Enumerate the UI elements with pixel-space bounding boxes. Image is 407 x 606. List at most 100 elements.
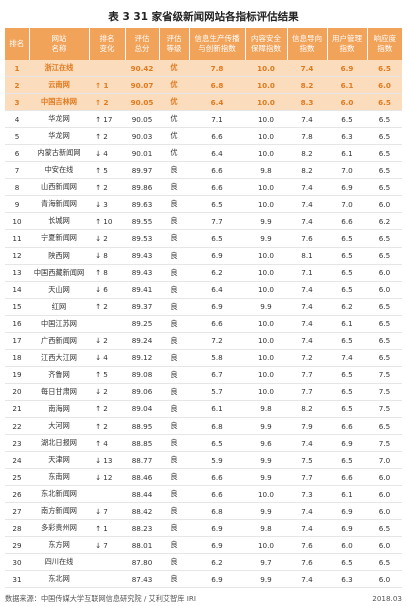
cell-info: 7.2 [189, 332, 245, 350]
table-body: 1 浙江在线 90.42 优 7.8 10.0 7.4 6.9 6.5 2 云南网 ↑ 1 90.07 优… [5, 60, 402, 589]
cell-guide: 7.7 [287, 383, 327, 401]
cell-rank: 26 [5, 485, 29, 504]
table-row: 12 陕西网 ↓ 8 89.43 良 6.9 10.0 8.1 6.5 6.5 [5, 247, 402, 265]
table-row: 22 大河网 ↑ 2 88.95 良 6.8 9.9 7.9 6.6 6.5 [5, 417, 402, 436]
cell-resp: 6.5 [367, 315, 402, 333]
cell-info: 6.1 [189, 400, 245, 418]
cell-user: 7.4 [327, 349, 367, 367]
cell-guide: 7.4 [287, 60, 327, 78]
cell-name: 天山网 [29, 281, 89, 299]
cell-guide: 7.6 [287, 553, 327, 572]
cell-rank: 2 [5, 76, 29, 95]
cell-resp: 6.0 [367, 195, 402, 214]
table-row: 28 多彩贵州网 ↑ 1 88.23 良 6.9 9.8 7.4 6.9 6.5 [5, 519, 402, 538]
cell-guide: 7.4 [287, 519, 327, 538]
cell-safety: 10.0 [245, 281, 287, 299]
cell-rank: 22 [5, 417, 29, 436]
cell-info: 6.6 [189, 178, 245, 197]
cell-score: 88.44 [125, 485, 159, 504]
cell-resp: 6.5 [367, 349, 402, 367]
cell-name: 华龙网 [29, 110, 89, 129]
cell-rank: 29 [5, 536, 29, 555]
cell-change: ↓ 13 [89, 451, 125, 470]
cell-score: 90.03 [125, 127, 159, 146]
cell-score: 88.46 [125, 468, 159, 487]
cell-resp: 6.5 [367, 178, 402, 197]
header-line1: 响应度 [373, 34, 397, 43]
cell-guide: 7.2 [287, 349, 327, 367]
cell-grade: 良 [159, 366, 189, 384]
cell-grade: 良 [159, 229, 189, 248]
cell-name: 山西新闻网 [29, 178, 89, 197]
table-row: 8 山西新闻网 ↑ 2 89.86 良 6.6 10.0 7.4 6.9 6.5 [5, 178, 402, 197]
header-name: 网站 名称 [29, 28, 90, 60]
cell-rank: 9 [5, 195, 29, 214]
cell-guide: 7.1 [287, 264, 327, 282]
cell-name: 南方新闻网 [29, 502, 89, 521]
cell-rank: 8 [5, 178, 29, 197]
cell-score: 89.63 [125, 195, 159, 214]
cell-user: 6.5 [327, 281, 367, 299]
cell-rank: 27 [5, 502, 29, 521]
table-row: 7 中安在线 ↑ 5 89.97 良 6.6 9.8 8.2 7.0 6.5 [5, 161, 402, 180]
header-line2: 变化 [99, 44, 115, 53]
cell-safety: 9.9 [245, 502, 287, 521]
table-row: 20 每日甘肃网 ↓ 2 89.06 良 5.7 10.0 7.7 6.5 7.5 [5, 383, 402, 401]
cell-safety: 10.0 [245, 349, 287, 367]
cell-resp: 6.5 [367, 553, 402, 572]
cell-change: ↓ 2 [89, 332, 125, 350]
cell-grade: 良 [159, 502, 189, 521]
header-line2: 指数 [299, 44, 315, 53]
cell-guide: 7.8 [287, 127, 327, 146]
cell-name: 四川在线 [29, 553, 89, 572]
cell-user: 6.0 [327, 93, 367, 112]
table-row: 19 齐鲁网 ↑ 5 89.08 良 6.7 10.0 7.7 6.5 7.5 [5, 366, 402, 384]
cell-rank: 25 [5, 468, 29, 487]
cell-safety: 9.6 [245, 434, 287, 453]
cell-change: ↑ 2 [89, 417, 125, 436]
cell-safety: 9.9 [245, 451, 287, 470]
cell-safety: 10.0 [245, 60, 287, 78]
cell-rank: 10 [5, 212, 29, 231]
cell-rank: 24 [5, 451, 29, 470]
cell-safety: 9.9 [245, 298, 287, 316]
cell-rank: 1 [5, 60, 29, 78]
cell-name: 东北新闻网 [29, 485, 89, 504]
table-row: 1 浙江在线 90.42 优 7.8 10.0 7.4 6.9 6.5 [5, 60, 402, 78]
table-row: 21 南海网 ↑ 2 89.04 良 6.1 9.8 8.2 6.5 7.5 [5, 400, 402, 418]
cell-score: 88.42 [125, 502, 159, 521]
cell-change: ↑ 1 [89, 76, 125, 95]
cell-change: ↓ 4 [89, 144, 125, 163]
cell-guide: 7.6 [287, 229, 327, 248]
table-row: 13 中国西藏新闻网 ↑ 8 89.43 良 6.2 10.0 7.1 6.5 6.0 [5, 264, 402, 282]
cell-rank: 4 [5, 110, 29, 129]
cell-name: 中安在线 [29, 161, 89, 180]
cell-resp: 6.0 [367, 468, 402, 487]
cell-grade: 良 [159, 417, 189, 436]
cell-grade: 优 [159, 76, 189, 95]
cell-score: 89.24 [125, 332, 159, 350]
cell-guide: 7.7 [287, 468, 327, 487]
cell-name: 浙江在线 [29, 60, 89, 78]
header-line2: 总分 [134, 44, 150, 53]
cell-safety: 10.0 [245, 536, 287, 555]
cell-info: 6.8 [189, 417, 245, 436]
cell-resp: 6.5 [367, 298, 402, 316]
table-row: 31 东北网 87.43 良 6.9 9.9 7.4 6.3 6.0 [5, 570, 402, 589]
cell-name: 南海网 [29, 400, 89, 418]
cell-resp: 6.0 [367, 76, 402, 95]
cell-grade: 良 [159, 553, 189, 572]
cell-info: 6.9 [189, 519, 245, 538]
table-row: 30 四川在线 87.80 良 6.2 9.7 7.6 6.5 6.5 [5, 553, 402, 572]
cell-score: 87.43 [125, 570, 159, 589]
cell-change: ↓ 3 [89, 195, 125, 214]
table-row: 29 东方网 ↓ 7 88.01 良 6.9 10.0 7.6 6.0 6.0 [5, 536, 402, 555]
cell-resp: 6.0 [367, 502, 402, 521]
cell-name: 红网 [29, 298, 89, 316]
cell-guide: 7.4 [287, 298, 327, 316]
cell-user: 6.5 [327, 332, 367, 350]
cell-change: ↑ 8 [89, 264, 125, 282]
cell-info: 6.5 [189, 434, 245, 453]
header-line1: 内容安全 [251, 34, 281, 43]
cell-name: 每日甘肃网 [29, 383, 89, 401]
